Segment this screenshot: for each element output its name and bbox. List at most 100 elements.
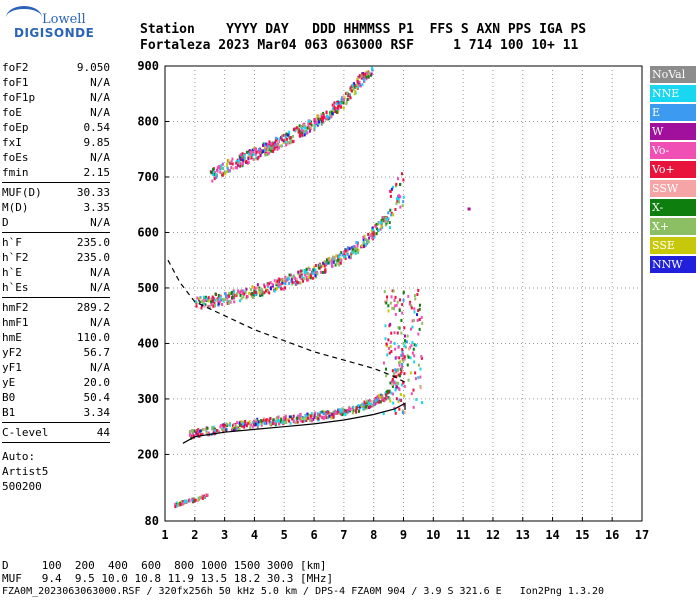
echo-point bbox=[367, 406, 370, 410]
echo-point bbox=[260, 423, 263, 427]
echo-point bbox=[331, 103, 334, 107]
echo-point bbox=[320, 116, 323, 120]
echo-point bbox=[414, 377, 417, 381]
echo-point bbox=[246, 295, 249, 299]
echo-point bbox=[384, 223, 387, 227]
echo-point bbox=[411, 351, 414, 355]
echo-point bbox=[313, 265, 316, 269]
echo-point bbox=[356, 77, 359, 81]
echo-point bbox=[210, 297, 213, 301]
echo-point bbox=[387, 338, 390, 342]
x-tick-label: 1 bbox=[161, 528, 168, 542]
echo-point bbox=[301, 127, 304, 131]
echo-point bbox=[339, 101, 342, 105]
echo-point bbox=[385, 374, 388, 378]
legend-item-w: W bbox=[650, 123, 696, 140]
echo-point bbox=[328, 414, 331, 418]
echo-point bbox=[249, 151, 252, 155]
echo-point bbox=[281, 138, 284, 142]
echo-point bbox=[401, 303, 404, 307]
echo-point bbox=[379, 221, 382, 225]
x-tick-label: 16 bbox=[605, 528, 619, 542]
echo-point bbox=[346, 91, 349, 95]
echo-point bbox=[344, 249, 347, 253]
echo-point bbox=[324, 261, 327, 265]
echo-point bbox=[254, 423, 257, 427]
echo-point bbox=[394, 386, 397, 390]
echo-point bbox=[211, 295, 214, 299]
echo-point bbox=[400, 331, 403, 335]
echo-point bbox=[244, 156, 247, 160]
echo-point bbox=[229, 421, 232, 425]
echo-point bbox=[230, 292, 233, 296]
digisonde-logo: Lowell DIGISONDE bbox=[2, 4, 132, 40]
echo-point bbox=[243, 423, 246, 427]
x-tick-label: 7 bbox=[340, 528, 347, 542]
echo-point bbox=[310, 412, 313, 416]
echo-point bbox=[398, 398, 401, 402]
echo-point bbox=[386, 396, 389, 400]
echo-point bbox=[274, 141, 277, 145]
x-tick-label: 15 bbox=[575, 528, 589, 542]
echo-point bbox=[306, 131, 309, 135]
echo-point bbox=[380, 221, 383, 225]
echo-point bbox=[307, 121, 310, 125]
x-tick-label: 2 bbox=[191, 528, 198, 542]
echo-point bbox=[306, 412, 309, 416]
echo-point bbox=[259, 152, 262, 156]
echo-point bbox=[271, 147, 274, 151]
param-value: 235.0 bbox=[76, 251, 110, 264]
echo-point bbox=[204, 303, 207, 307]
echo-point bbox=[225, 170, 228, 174]
echo-point bbox=[412, 405, 415, 409]
echo-point bbox=[392, 392, 395, 396]
echo-point bbox=[350, 252, 353, 256]
echo-point bbox=[285, 143, 288, 147]
echo-point bbox=[235, 159, 238, 163]
x-tick-label: 9 bbox=[400, 528, 407, 542]
echo-point bbox=[385, 393, 388, 397]
echo-point bbox=[299, 273, 302, 277]
echo-point bbox=[345, 102, 348, 106]
echo-point bbox=[298, 130, 301, 134]
echo-point bbox=[224, 297, 227, 301]
echo-point bbox=[274, 281, 277, 285]
echo-point bbox=[409, 300, 412, 304]
echo-point bbox=[298, 274, 301, 278]
echo-point bbox=[194, 300, 197, 304]
logo-bottom-text: DIGISONDE bbox=[14, 26, 95, 40]
echo-point bbox=[181, 500, 184, 504]
echo-point bbox=[372, 231, 375, 235]
echo-point bbox=[322, 261, 325, 265]
echo-point bbox=[393, 381, 396, 385]
echo-point bbox=[241, 152, 244, 156]
echo-point bbox=[224, 423, 227, 427]
echo-point bbox=[274, 143, 277, 147]
echo-point bbox=[234, 165, 237, 169]
echo-point bbox=[292, 134, 295, 138]
echo-point bbox=[385, 344, 388, 348]
auto-info-line: Auto: bbox=[2, 450, 36, 463]
echo-point bbox=[245, 424, 248, 428]
echo-point bbox=[402, 195, 405, 199]
echo-point bbox=[282, 141, 285, 145]
echo-point bbox=[408, 347, 411, 351]
param-key: h`F2 bbox=[2, 251, 29, 264]
echo-point bbox=[325, 412, 328, 416]
echo-point bbox=[348, 406, 351, 410]
echo-point bbox=[174, 502, 177, 506]
echo-point bbox=[279, 420, 282, 424]
echo-point bbox=[402, 341, 405, 345]
echo-point bbox=[220, 164, 223, 168]
echo-point bbox=[294, 129, 297, 133]
echo-point bbox=[333, 409, 336, 413]
param-value: 235.0 bbox=[76, 236, 110, 249]
param-value: N/A bbox=[90, 266, 110, 279]
echo-point bbox=[378, 393, 381, 397]
legend: NoVal NNE E W Vo- Vo+ SSW X- X+ SSE NNW bbox=[650, 66, 696, 275]
echo-point bbox=[272, 418, 275, 422]
echo-point bbox=[358, 80, 361, 84]
echo-point bbox=[352, 82, 355, 86]
echo-point bbox=[205, 297, 208, 301]
